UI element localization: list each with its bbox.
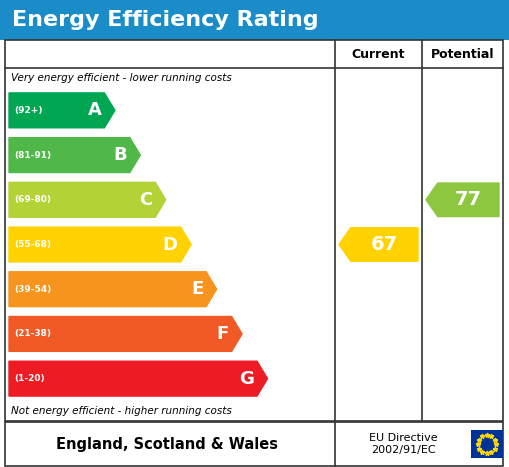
Text: (92+): (92+) bbox=[14, 106, 42, 115]
Polygon shape bbox=[9, 93, 115, 128]
Bar bbox=[5, 40, 503, 421]
Text: 77: 77 bbox=[455, 190, 482, 209]
Text: Not energy efficient - higher running costs: Not energy efficient - higher running co… bbox=[11, 406, 232, 416]
Text: F: F bbox=[216, 325, 229, 343]
Text: (1-20): (1-20) bbox=[14, 374, 45, 383]
Polygon shape bbox=[9, 227, 191, 262]
Text: A: A bbox=[88, 101, 101, 120]
Text: (69-80): (69-80) bbox=[14, 195, 51, 204]
Polygon shape bbox=[426, 183, 499, 217]
Text: (55-68): (55-68) bbox=[14, 240, 51, 249]
Polygon shape bbox=[339, 228, 418, 261]
Polygon shape bbox=[9, 317, 242, 351]
Text: EU Directive
2002/91/EC: EU Directive 2002/91/EC bbox=[369, 433, 437, 455]
Text: C: C bbox=[139, 191, 152, 209]
Text: E: E bbox=[191, 280, 203, 298]
Text: England, Scotland & Wales: England, Scotland & Wales bbox=[56, 437, 278, 452]
Text: (21-38): (21-38) bbox=[14, 329, 51, 339]
Bar bbox=[471, 430, 503, 458]
Text: B: B bbox=[113, 146, 127, 164]
Text: (81-91): (81-91) bbox=[14, 150, 51, 160]
Text: Potential: Potential bbox=[431, 48, 494, 61]
Text: Energy Efficiency Rating: Energy Efficiency Rating bbox=[12, 10, 319, 30]
Text: D: D bbox=[163, 235, 178, 254]
Polygon shape bbox=[9, 182, 166, 217]
Text: (39-54): (39-54) bbox=[14, 285, 51, 294]
Text: G: G bbox=[239, 370, 254, 388]
Text: Current: Current bbox=[352, 48, 405, 61]
Text: 67: 67 bbox=[371, 235, 398, 254]
Bar bbox=[0, 0, 509, 40]
Bar bbox=[5, 422, 503, 466]
Text: Very energy efficient - lower running costs: Very energy efficient - lower running co… bbox=[11, 73, 232, 83]
Polygon shape bbox=[9, 272, 217, 307]
Polygon shape bbox=[9, 138, 140, 172]
Polygon shape bbox=[9, 361, 268, 396]
